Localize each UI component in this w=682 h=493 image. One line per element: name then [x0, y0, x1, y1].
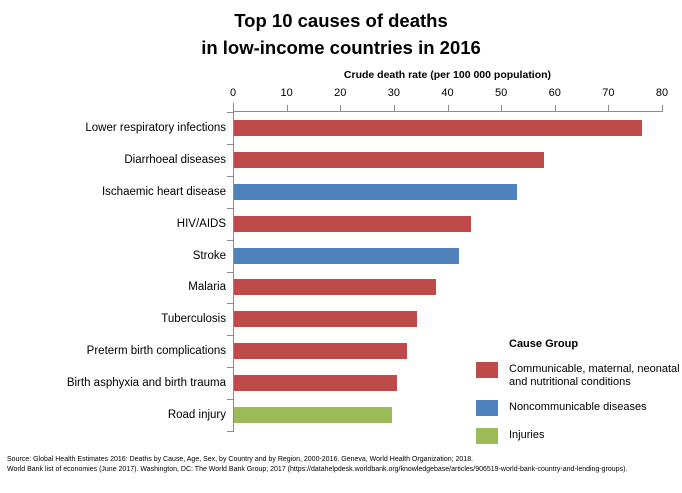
- bar-noncommunicable: [234, 183, 518, 200]
- legend-title: Cause Group: [509, 338, 579, 350]
- category-tick-mark: [227, 175, 233, 177]
- category-label: Stroke: [192, 249, 226, 262]
- category-tick-mark: [227, 335, 233, 337]
- source-citation: Source: Global Health Estimates 2016: De…: [7, 455, 679, 475]
- category-tick-mark: [227, 143, 233, 145]
- category-label: HIV/AIDS: [176, 217, 226, 230]
- bar-communicable: [234, 311, 418, 328]
- x-tick-mark: [662, 105, 663, 111]
- x-axis-title: Crude death rate (per 100 000 population…: [343, 69, 552, 81]
- category-label: Birth asphyxia and birth trauma: [66, 377, 226, 390]
- bar-communicable: [234, 343, 407, 360]
- chart-title-line-2: in low-income countries in 2016: [201, 37, 481, 58]
- legend-swatch-communicable: [476, 362, 498, 378]
- category-label: Malaria: [188, 281, 226, 294]
- legend-item-noncommunicable: Noncommunicable diseases: [476, 400, 682, 416]
- source-line-1: Source: Global Health Estimates 2016: De…: [7, 456, 474, 463]
- category-tick-mark: [227, 207, 233, 209]
- x-tick-label: 20: [334, 87, 347, 99]
- category-tick-mark: [227, 239, 233, 241]
- x-tick-mark: [393, 105, 395, 111]
- bar-communicable: [234, 151, 545, 168]
- x-tick-mark: [340, 105, 342, 111]
- x-tick-mark: [608, 105, 610, 111]
- category-tick-mark: [227, 431, 233, 432]
- x-tick-mark: [554, 105, 556, 111]
- legend-swatch-injuries: [476, 428, 498, 444]
- legend-item-label: Noncommunicable diseases: [509, 401, 647, 413]
- category-label: Lower respiratory infections: [85, 121, 226, 134]
- legend-swatch-noncommunicable: [476, 400, 498, 416]
- bar-communicable: [234, 375, 398, 392]
- category-label: Tuberculosis: [161, 313, 226, 326]
- x-tick-label: 70: [602, 87, 615, 99]
- x-tick-label: 40: [441, 87, 454, 99]
- category-tick-mark: [227, 367, 233, 369]
- legend-item-label: Injuries: [509, 429, 545, 441]
- x-tick-label: 60: [548, 87, 561, 99]
- x-tick-label: 50: [495, 87, 508, 99]
- legend: Cause Group Communicable, maternal, neon…: [476, 336, 682, 448]
- category-tick-mark: [227, 399, 233, 401]
- category-tick-mark: [227, 112, 233, 113]
- category-tick-mark: [227, 271, 233, 273]
- legend-item-communicable: Communicable, maternal, neonatal and nut…: [476, 362, 682, 389]
- x-tick-label: 0: [229, 87, 237, 99]
- x-tick-mark: [233, 105, 234, 111]
- category-tick-mark: [227, 303, 233, 305]
- x-tick-label: 80: [655, 87, 669, 99]
- category-label: Preterm birth complications: [86, 345, 226, 358]
- x-tick-mark: [447, 105, 449, 111]
- y-axis-line: [233, 103, 234, 432]
- x-tick-label: 30: [387, 87, 400, 99]
- x-axis-line: [233, 111, 663, 112]
- page-title: Top 10 causes of deaths in low-income co…: [0, 7, 682, 61]
- chart-title-line-1: Top 10 causes of deaths: [234, 10, 448, 31]
- x-tick-mark: [501, 105, 503, 111]
- bar-injuries: [234, 407, 392, 424]
- source-line-2: World Bank list of economies (June 2017)…: [7, 466, 628, 473]
- category-label: Road injury: [167, 409, 226, 422]
- bar-communicable: [234, 279, 437, 296]
- legend-item-injuries: Injuries: [476, 428, 682, 444]
- x-tick-mark: [286, 105, 288, 111]
- legend-item-label: Communicable, maternal, neonatal and nut…: [509, 363, 680, 388]
- bar-communicable: [234, 215, 472, 232]
- category-label: Ischaemic heart disease: [101, 185, 226, 198]
- bar-communicable: [234, 119, 643, 136]
- x-tick-label: 10: [280, 87, 293, 99]
- bar-noncommunicable: [234, 247, 460, 264]
- category-label: Diarrhoeal diseases: [124, 153, 226, 166]
